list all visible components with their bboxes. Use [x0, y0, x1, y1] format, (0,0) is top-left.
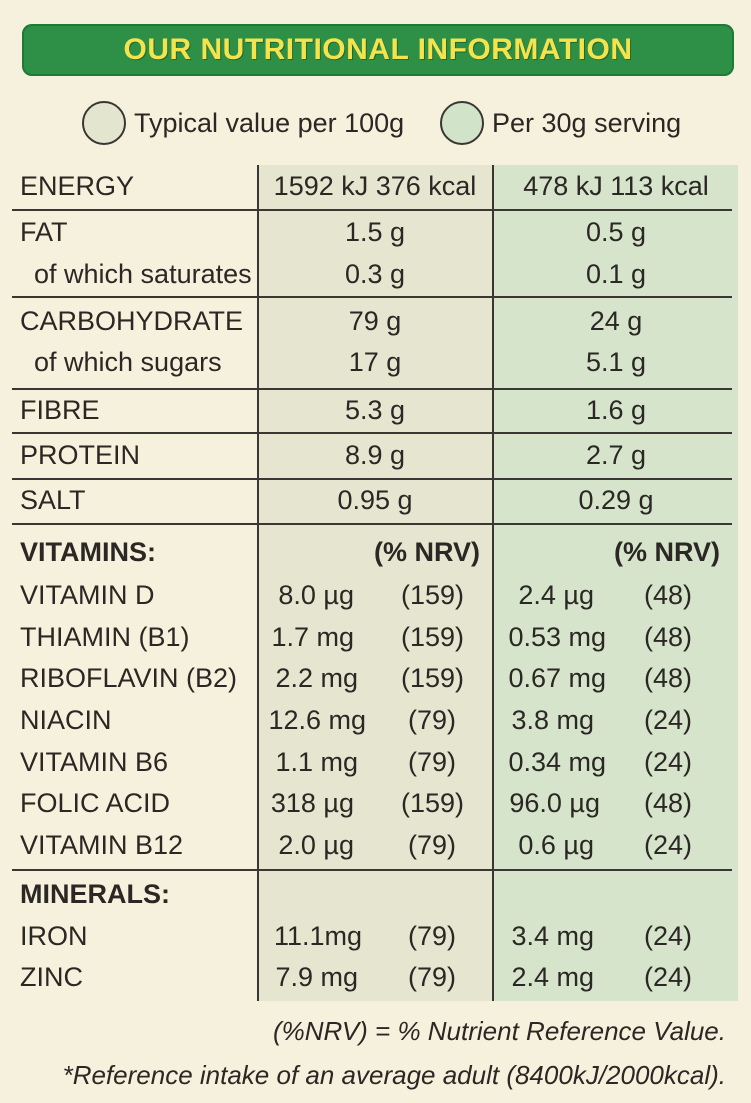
- value-per-30g: 478 kJ 113 kcal: [523, 171, 709, 201]
- nrv-per-100g: (159): [400, 580, 464, 610]
- row-label: SALT: [20, 485, 86, 515]
- minerals-heading: MINERALS:: [20, 879, 170, 909]
- nrv-heading: (% NRV): [613, 537, 720, 567]
- row-divider: [12, 209, 732, 211]
- value-per-30g: 0.29 g: [578, 485, 654, 515]
- value-per-100g: 2.2 mg: [275, 663, 358, 693]
- value-per-30g: 0.67 mg: [508, 663, 606, 693]
- nrv-per-30g: (48): [643, 788, 692, 818]
- vitamin-label: VITAMIN B6: [20, 747, 169, 777]
- value-per-30g: 0.53 mg: [508, 622, 606, 652]
- legend-per-100g: Typical value per 100g: [82, 100, 404, 146]
- value-per-100g: 1.5 g: [344, 217, 406, 247]
- value-per-100g: 1.7 mg: [271, 622, 354, 652]
- vitamin-label: NIACIN: [20, 705, 112, 735]
- value-per-100g: 2.0 µg: [278, 830, 354, 860]
- value-per-100g: 7.9 mg: [275, 962, 358, 992]
- value-per-30g: 2.4 mg: [511, 962, 594, 992]
- row-divider: [12, 869, 732, 871]
- vitamin-label: VITAMIN B12: [20, 830, 184, 860]
- legend-label-30g: Per 30g serving: [492, 107, 682, 138]
- value-per-30g: 5.1 g: [585, 347, 647, 377]
- nrv-per-30g: (24): [643, 921, 692, 951]
- vitamin-label: THIAMIN (B1): [20, 622, 190, 652]
- nrv-per-100g: (79): [407, 962, 456, 992]
- value-per-30g: 96.0 µg: [509, 788, 600, 818]
- row-label: FIBRE: [20, 395, 100, 425]
- row-label: of which sugars: [34, 347, 222, 377]
- title-banner: OUR NUTRITIONAL INFORMATION: [22, 24, 734, 76]
- nrv-per-100g: (159): [400, 663, 464, 693]
- value-per-30g: 0.5 g: [585, 217, 647, 247]
- value-per-100g: 0.95 g: [337, 485, 413, 515]
- nrv-per-100g: (79): [407, 921, 456, 951]
- value-per-100g: 8.9 g: [344, 440, 406, 470]
- vitamins-heading: VITAMINS:: [20, 537, 156, 567]
- mineral-label: IRON: [20, 921, 88, 951]
- value-per-30g: 1.6 g: [585, 395, 647, 425]
- value-per-30g: 3.8 mg: [511, 705, 594, 735]
- footnote-reference: *Reference intake of an average adult (8…: [62, 1060, 726, 1090]
- column-per-100g: [258, 165, 492, 1001]
- value-per-100g: 11.1mg: [273, 921, 362, 951]
- row-label: FAT: [20, 217, 68, 247]
- column-divider: [257, 165, 259, 1001]
- nrv-heading: (% NRV): [373, 537, 480, 567]
- vitamin-label: VITAMIN D: [20, 580, 155, 610]
- value-per-100g: 12.6 mg: [268, 705, 366, 735]
- value-per-100g: 0.3 g: [344, 259, 406, 289]
- nrv-per-100g: (79): [407, 830, 456, 860]
- nrv-per-100g: (79): [407, 747, 456, 777]
- page-title: OUR NUTRITIONAL INFORMATION: [123, 33, 633, 66]
- value-per-30g: 0.1 g: [585, 259, 647, 289]
- value-per-100g: 8.0 µg: [278, 580, 354, 610]
- value-per-30g: 2.4 µg: [518, 580, 594, 610]
- row-divider: [12, 296, 732, 298]
- nrv-per-30g: (24): [643, 705, 692, 735]
- nrv-per-30g: (48): [643, 580, 692, 610]
- row-divider: [12, 388, 732, 390]
- value-per-100g: 17 g: [348, 347, 402, 377]
- value-per-30g: 2.7 g: [585, 440, 647, 470]
- legend-per-30g: Per 30g serving: [440, 100, 681, 146]
- nrv-per-30g: (48): [643, 622, 692, 652]
- nrv-per-100g: (159): [400, 788, 464, 818]
- nrv-per-30g: (24): [643, 830, 692, 860]
- legend-label-100g: Typical value per 100g: [134, 107, 405, 138]
- nrv-per-100g: (159): [400, 622, 464, 652]
- nrv-per-30g: (24): [643, 962, 692, 992]
- row-label: PROTEIN: [20, 440, 141, 470]
- vitamin-label: RIBOFLAVIN (B2): [20, 663, 238, 693]
- value-per-100g: 1592 kJ 376 kcal: [273, 171, 477, 201]
- row-divider: [12, 523, 732, 525]
- column-per-30g: [494, 165, 738, 1001]
- row-divider: [12, 432, 732, 434]
- nrv-per-30g: (48): [643, 663, 692, 693]
- vitamin-label: FOLIC ACID: [20, 788, 171, 818]
- row-label: ENERGY: [20, 171, 135, 201]
- value-per-30g: 24 g: [589, 306, 643, 336]
- nrv-per-100g: (79): [407, 705, 456, 735]
- row-label: of which saturates: [34, 259, 252, 289]
- value-per-100g: 5.3 g: [344, 395, 406, 425]
- value-per-30g: 0.34 mg: [508, 747, 606, 777]
- value-per-30g: 3.4 mg: [511, 921, 594, 951]
- value-per-100g: 318 µg: [270, 788, 354, 818]
- mineral-label: ZINC: [20, 962, 83, 992]
- value-per-100g: 1.1 mg: [275, 747, 358, 777]
- legend-swatch-100g: [82, 101, 126, 145]
- row-label: CARBOHYDRATE: [20, 306, 244, 336]
- value-per-100g: 79 g: [348, 306, 402, 336]
- value-per-30g: 0.6 µg: [518, 830, 594, 860]
- row-divider: [12, 478, 732, 480]
- nrv-per-30g: (24): [643, 747, 692, 777]
- footnote-nrv: (%NRV) = % Nutrient Reference Value.: [272, 1016, 726, 1046]
- legend-swatch-30g: [440, 101, 484, 145]
- column-divider: [492, 165, 494, 1001]
